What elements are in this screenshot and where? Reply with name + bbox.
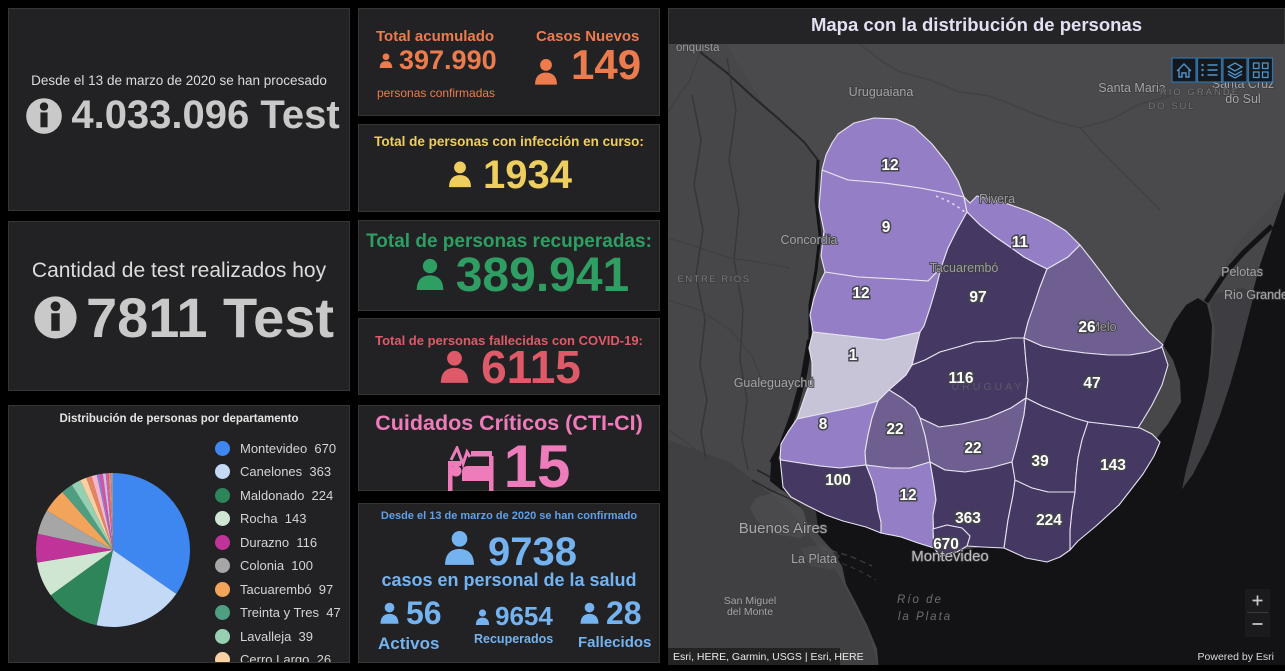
svg-text:la Plata: la Plata bbox=[898, 611, 952, 623]
svg-text:224: 224 bbox=[1036, 512, 1062, 529]
svg-text:Buenos Aires: Buenos Aires bbox=[739, 520, 827, 537]
svg-text:8: 8 bbox=[819, 416, 828, 433]
svg-text:22: 22 bbox=[886, 421, 903, 438]
svg-text:Uruguaiana: Uruguaiana bbox=[849, 85, 914, 99]
svg-text:100: 100 bbox=[825, 472, 851, 489]
svg-text:Concordia: Concordia bbox=[781, 233, 838, 247]
svg-text:Santa Maria: Santa Maria bbox=[1098, 81, 1165, 95]
svg-text:RIO GRANDE: RIO GRANDE bbox=[1160, 87, 1240, 98]
svg-text:Rio Grande: Rio Grande bbox=[1224, 288, 1285, 302]
svg-text:47: 47 bbox=[1083, 375, 1100, 392]
svg-text:9: 9 bbox=[882, 219, 891, 236]
svg-text:Rivera: Rivera bbox=[979, 192, 1015, 206]
svg-text:ENTRE RIOS: ENTRE RIOS bbox=[677, 274, 750, 285]
svg-text:22: 22 bbox=[964, 440, 981, 457]
svg-text:26: 26 bbox=[1078, 319, 1096, 336]
svg-text:Powered by Esri: Powered by Esri bbox=[1198, 651, 1274, 663]
svg-text:12: 12 bbox=[881, 157, 898, 174]
svg-text:12: 12 bbox=[899, 487, 916, 504]
svg-text:39: 39 bbox=[1031, 453, 1049, 470]
svg-text:Pelotas: Pelotas bbox=[1221, 265, 1263, 279]
svg-text:Tacuarembó: Tacuarembó bbox=[930, 261, 999, 275]
svg-text:11: 11 bbox=[1012, 234, 1029, 251]
svg-text:363: 363 bbox=[955, 510, 981, 527]
svg-text:116: 116 bbox=[948, 370, 973, 387]
svg-text:1: 1 bbox=[849, 347, 858, 364]
svg-text:Esri, HERE, Garmin, USGS | Esr: Esri, HERE, Garmin, USGS | Esri, HERE bbox=[673, 651, 864, 663]
svg-text:Gualeguaychú: Gualeguaychú bbox=[734, 376, 815, 390]
svg-text:La Plata: La Plata bbox=[791, 552, 837, 566]
svg-text:Melo: Melo bbox=[1089, 320, 1116, 334]
svg-text:670: 670 bbox=[933, 536, 959, 553]
svg-text:DO SUL: DO SUL bbox=[1148, 101, 1195, 112]
svg-text:143: 143 bbox=[1100, 457, 1126, 474]
svg-text:del Monte: del Monte bbox=[727, 606, 773, 618]
svg-text:URUGUAY: URUGUAY bbox=[952, 381, 1025, 393]
svg-text:San Miguel: San Miguel bbox=[724, 595, 777, 607]
svg-text:Montevideo: Montevideo bbox=[911, 548, 989, 565]
svg-text:97: 97 bbox=[969, 289, 986, 306]
svg-text:Río de: Río de bbox=[897, 594, 943, 606]
svg-text:do Sul: do Sul bbox=[1225, 92, 1260, 106]
svg-text:12: 12 bbox=[852, 285, 869, 302]
svg-text:onquista: onquista bbox=[676, 44, 720, 54]
